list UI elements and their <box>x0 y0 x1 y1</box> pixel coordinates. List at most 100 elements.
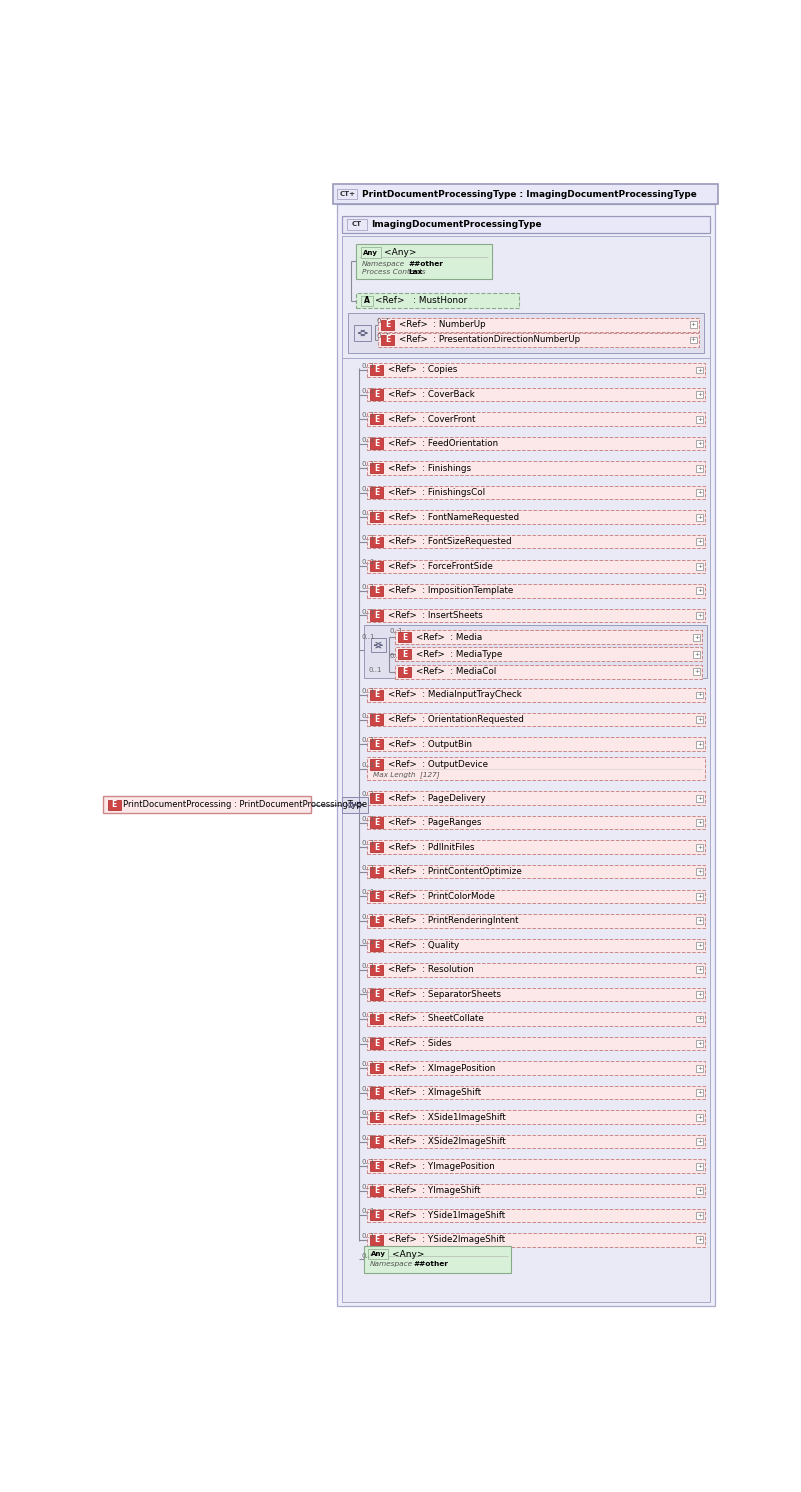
Text: 0..1: 0..1 <box>376 333 390 339</box>
Bar <box>370 818 383 828</box>
Bar <box>398 667 411 677</box>
Bar <box>342 236 710 1301</box>
Bar <box>370 463 383 473</box>
Text: +: + <box>697 392 702 397</box>
Text: 0..1: 0..1 <box>361 609 375 615</box>
Bar <box>367 1012 706 1025</box>
Text: 0..1: 0..1 <box>361 1086 375 1092</box>
Text: Namespace: Namespace <box>362 261 405 267</box>
Text: E: E <box>402 649 408 658</box>
Bar <box>367 412 706 425</box>
Bar <box>370 561 383 571</box>
Bar <box>370 537 383 548</box>
Bar <box>367 816 706 830</box>
Text: <Ref>  : XImagePosition: <Ref> : XImagePosition <box>388 1064 495 1073</box>
Text: E: E <box>374 1113 380 1122</box>
Text: +: + <box>697 1140 702 1144</box>
Bar <box>696 991 703 998</box>
Text: E: E <box>374 1088 380 1097</box>
Bar <box>367 1159 706 1173</box>
Text: 0..1: 0..1 <box>361 988 375 994</box>
Text: <Ref>  : PdlInitFiles: <Ref> : PdlInitFiles <box>388 843 474 852</box>
Bar <box>696 716 703 724</box>
Text: +: + <box>697 992 702 997</box>
Text: E: E <box>374 439 380 448</box>
Text: E: E <box>374 843 380 852</box>
Text: <Ref>  : OrientationRequested: <Ref> : OrientationRequested <box>388 715 524 724</box>
Bar <box>367 840 706 853</box>
Text: 0..1: 0..1 <box>376 318 390 324</box>
Text: CT: CT <box>352 221 362 227</box>
Bar <box>696 416 703 422</box>
Text: 0..1: 0..1 <box>361 889 375 895</box>
Text: E: E <box>374 867 380 876</box>
Bar <box>367 560 706 573</box>
Bar <box>367 1110 706 1123</box>
Bar <box>370 1088 383 1098</box>
Bar <box>370 488 383 498</box>
Bar <box>367 865 706 879</box>
Text: +: + <box>697 466 702 470</box>
Text: 0..1: 0..1 <box>368 667 382 673</box>
Text: E: E <box>385 321 390 330</box>
Bar <box>370 1038 383 1049</box>
Bar <box>370 389 383 400</box>
Text: +: + <box>697 943 702 947</box>
Bar <box>360 248 380 258</box>
Bar <box>696 562 703 570</box>
Text: A: A <box>364 297 370 306</box>
Text: 0..1: 0..1 <box>361 915 375 921</box>
Text: +: + <box>697 1237 702 1243</box>
Text: +: + <box>697 1091 702 1095</box>
Bar <box>370 1234 383 1244</box>
Text: +: + <box>697 692 702 697</box>
Bar <box>367 1037 706 1050</box>
Text: +: + <box>697 1041 702 1046</box>
Text: 0..1: 0..1 <box>361 388 375 394</box>
Bar <box>367 1086 706 1100</box>
Text: 0..1: 0..1 <box>361 461 375 467</box>
Bar <box>108 800 121 810</box>
Text: <Ref>  : CoverBack: <Ref> : CoverBack <box>388 389 475 398</box>
Text: +: + <box>697 1213 702 1217</box>
Text: E: E <box>374 818 380 827</box>
Text: <Ref>  : Sides: <Ref> : Sides <box>388 1038 452 1047</box>
Text: 0..*: 0..* <box>361 1253 374 1259</box>
Bar <box>370 366 383 374</box>
Text: E: E <box>374 366 380 374</box>
Text: <Ref>   : MustHonor: <Ref> : MustHonor <box>375 297 468 306</box>
Text: +: + <box>694 670 699 674</box>
Text: +: + <box>697 442 702 446</box>
Bar <box>367 461 706 474</box>
Text: E: E <box>374 991 380 1000</box>
Text: E: E <box>374 1212 380 1220</box>
Bar <box>696 892 703 900</box>
Bar <box>696 1089 703 1097</box>
Bar <box>371 639 386 652</box>
Text: PrintDocumentProcessing : PrintDocumentProcessingType: PrintDocumentProcessing : PrintDocumentP… <box>123 800 367 809</box>
Text: 0..1: 0..1 <box>361 510 375 516</box>
Bar <box>377 318 699 331</box>
Text: E: E <box>374 691 380 700</box>
Text: <Ref>  : FontSizeRequested: <Ref> : FontSizeRequested <box>388 537 512 546</box>
Bar <box>367 583 706 598</box>
Text: CT+: CT+ <box>340 191 356 197</box>
Bar <box>370 1161 383 1171</box>
Text: <Ref>  : FeedOrientation: <Ref> : FeedOrientation <box>388 439 498 448</box>
Text: Any: Any <box>371 1252 386 1258</box>
Text: <Any>: <Any> <box>384 248 417 257</box>
Text: PrintDocumentProcessingType : ImagingDocumentProcessingType: PrintDocumentProcessingType : ImagingDoc… <box>362 189 697 198</box>
Bar <box>364 1246 511 1273</box>
Bar <box>696 691 703 698</box>
Bar <box>370 940 383 950</box>
Text: E: E <box>374 537 380 546</box>
Text: 0..1: 0..1 <box>361 1037 375 1043</box>
Bar <box>367 1209 706 1222</box>
Text: 0..1: 0..1 <box>361 560 375 565</box>
Bar <box>367 486 706 500</box>
Bar <box>337 189 357 200</box>
Text: <Ref>  : Resolution: <Ref> : Resolution <box>388 965 473 974</box>
Bar <box>395 648 702 661</box>
Text: E: E <box>374 610 380 619</box>
Text: 0..1: 0..1 <box>361 962 375 970</box>
